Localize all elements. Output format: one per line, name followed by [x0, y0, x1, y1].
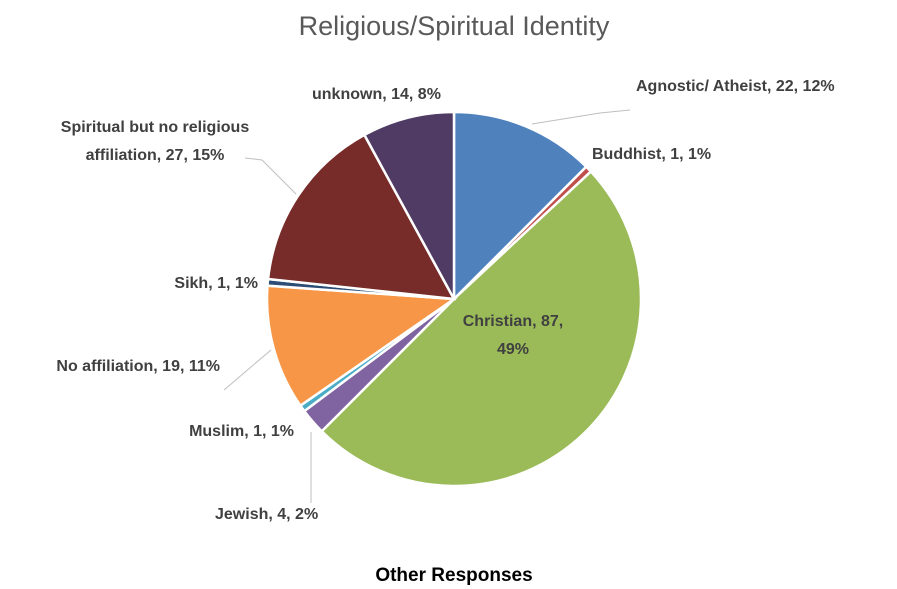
data-label: Buddhist, 1, 1%	[592, 146, 711, 163]
data-label: Spiritual but no religious affiliation, 2…	[61, 119, 250, 164]
data-label: Christian, 87, 49%	[463, 313, 563, 358]
data-label-line: Agnostic/ Atheist, 22, 12%	[636, 78, 835, 95]
leader-line	[244, 157, 297, 195]
pie-slice	[265, 284, 458, 408]
data-label: Jewish, 4, 2%	[215, 506, 318, 523]
chart-title: Religious/Spiritual Identity	[299, 11, 610, 41]
pie-slice	[320, 169, 643, 488]
leader-line	[223, 349, 272, 391]
data-label-line: unknown, 14, 8%	[312, 86, 441, 103]
data-label-line: No affiliation, 19, 11%	[56, 358, 220, 375]
data-label: Muslim, 1, 1%	[189, 423, 294, 440]
data-label: unknown, 14, 8%	[312, 86, 441, 103]
pie-slice	[362, 110, 456, 300]
data-label-line: Jewish, 4, 2%	[215, 506, 318, 523]
pie-slice	[266, 133, 457, 301]
data-label-line: Buddhist, 1, 1%	[592, 146, 711, 163]
data-label-line: Spiritual but no religious	[61, 119, 250, 136]
data-label-line: affiliation, 27, 15%	[86, 147, 225, 164]
data-label-line: 49%	[497, 341, 529, 358]
data-label-line: Christian, 87,	[463, 313, 563, 330]
data-label: Sikh, 1, 1%	[174, 275, 258, 292]
pie-slice	[452, 110, 588, 303]
data-label-line: Muslim, 1, 1%	[189, 423, 294, 440]
data-label: No affiliation, 19, 11%	[56, 358, 220, 375]
caption: Other Responses	[375, 565, 532, 586]
data-label-line: Sikh, 1, 1%	[174, 275, 258, 292]
data-label: Agnostic/ Atheist, 22, 12%	[636, 78, 835, 95]
leader-line	[531, 109, 631, 125]
